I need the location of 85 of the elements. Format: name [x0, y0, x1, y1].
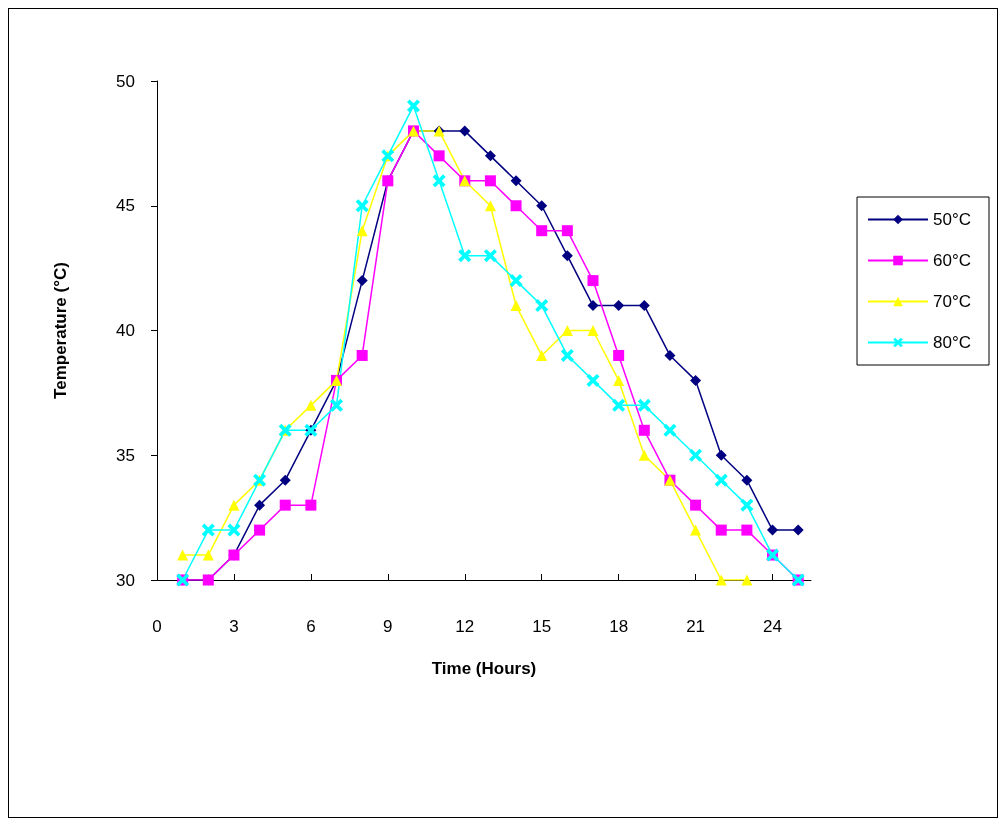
point	[714, 473, 728, 487]
point	[741, 524, 753, 536]
point	[561, 250, 573, 262]
y-tick-label: 30	[116, 570, 135, 590]
y-tick-label: 35	[116, 445, 135, 465]
point	[767, 524, 779, 536]
point	[741, 574, 753, 586]
point	[355, 199, 369, 213]
point	[664, 349, 676, 361]
point	[356, 225, 368, 237]
point	[279, 474, 291, 486]
point	[638, 424, 650, 436]
point	[305, 499, 317, 511]
x-tick-label: 15	[532, 617, 552, 636]
point	[690, 374, 702, 386]
point	[406, 99, 420, 113]
point	[613, 374, 625, 386]
point	[356, 349, 368, 361]
x-tick-label: 18	[609, 617, 629, 636]
legend-label: 80°C	[933, 333, 971, 352]
point	[638, 300, 650, 312]
y-tick-label: 50	[116, 71, 135, 91]
point	[612, 398, 626, 412]
x-tick-label: 6	[306, 617, 316, 636]
point	[689, 448, 703, 462]
point	[432, 174, 446, 188]
point	[586, 373, 600, 387]
point	[433, 150, 445, 162]
point	[690, 499, 702, 511]
point	[177, 549, 189, 561]
point	[254, 524, 266, 536]
point	[305, 399, 317, 411]
x-tick-label: 21	[686, 617, 706, 636]
point	[227, 523, 241, 537]
point	[458, 249, 472, 263]
point	[663, 423, 677, 437]
point	[638, 449, 650, 461]
point	[741, 474, 753, 486]
x-tick-label: 0	[152, 617, 162, 636]
point	[613, 349, 625, 361]
legend-label: 70°C	[933, 292, 971, 311]
point	[484, 200, 496, 212]
point	[690, 524, 702, 536]
point	[201, 523, 215, 537]
point	[510, 200, 522, 212]
point	[715, 449, 727, 461]
point	[740, 498, 754, 512]
point	[254, 499, 266, 511]
point	[483, 249, 497, 263]
x-tick-label: 12	[455, 617, 475, 636]
y-tick-label: 40	[116, 321, 135, 340]
point	[715, 524, 727, 536]
point	[484, 150, 496, 162]
point	[560, 348, 574, 362]
y-axis-title: Temperature (°C)	[51, 262, 70, 399]
legend-label: 50°C	[933, 210, 971, 229]
point	[535, 299, 549, 313]
point	[509, 274, 523, 288]
x-tick-label: 24	[763, 617, 782, 636]
point	[330, 398, 344, 412]
point	[228, 499, 240, 511]
point	[587, 325, 599, 336]
x-tick-label: 3	[229, 617, 239, 636]
point	[715, 574, 727, 586]
point	[587, 275, 599, 287]
point	[510, 300, 522, 312]
point	[356, 275, 368, 287]
point	[484, 175, 496, 187]
point	[459, 125, 471, 137]
point	[536, 349, 548, 361]
point	[561, 225, 573, 237]
y-tick-label: 45	[116, 196, 135, 216]
point	[536, 200, 548, 212]
point	[792, 524, 804, 536]
point	[587, 300, 599, 312]
legend-label: 60°C	[933, 251, 971, 270]
point	[536, 225, 548, 237]
point	[637, 398, 651, 412]
point	[561, 325, 573, 336]
x-tick-label: 9	[383, 617, 393, 636]
point	[202, 549, 214, 561]
point	[279, 499, 291, 511]
x-axis-title: Time (Hours)	[431, 659, 537, 678]
point	[613, 300, 625, 312]
point	[510, 175, 522, 187]
